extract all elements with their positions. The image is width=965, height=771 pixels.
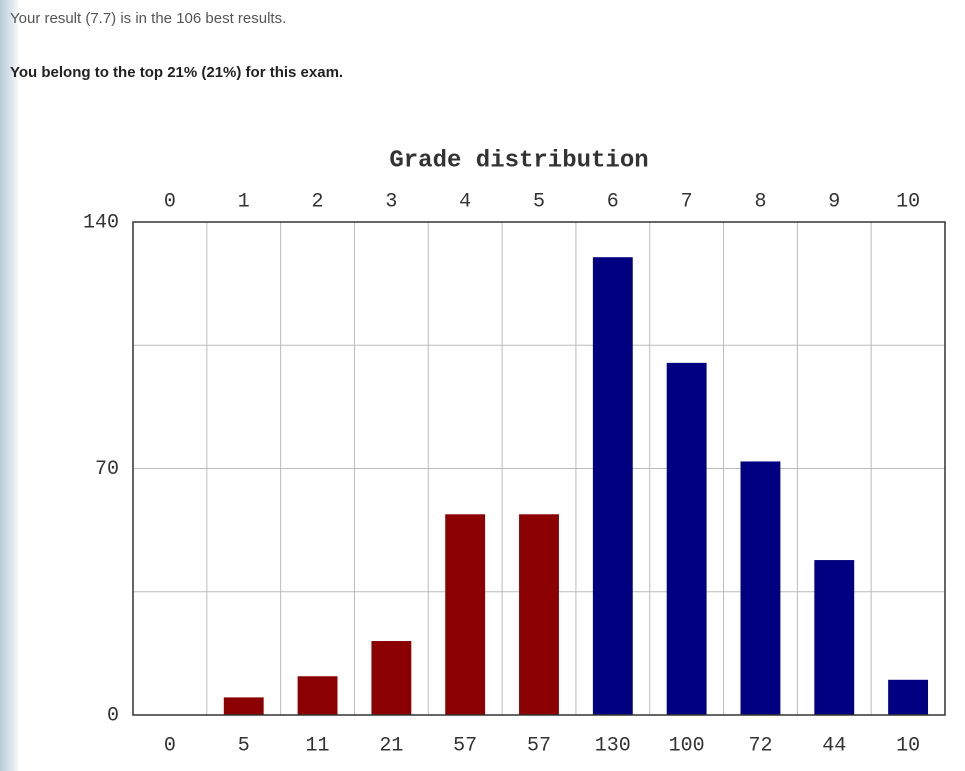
x-tick-label: 0 [164,190,176,213]
value-label: 10 [896,734,920,757]
bar [888,680,928,715]
bar [224,697,264,715]
value-label: 11 [306,734,330,757]
x-tick-label: 4 [459,190,471,213]
value-label: 72 [748,734,772,757]
x-tick-label: 2 [312,190,324,213]
bar [519,514,559,715]
y-tick-label: 0 [107,704,119,727]
page: Your result (7.7) is in the 106 best res… [0,0,965,771]
bar [445,514,485,715]
value-label: 44 [822,734,846,757]
y-tick-label: 70 [95,458,119,481]
x-tick-label: 5 [533,190,545,213]
x-tick-label: 9 [828,190,840,213]
value-label: 57 [527,734,551,757]
x-tick-label: 6 [607,190,619,213]
x-tick-label: 3 [385,190,397,213]
x-tick-label: 7 [681,190,693,213]
x-tick-label: 1 [238,190,250,213]
value-label: 21 [379,734,403,757]
bar [593,257,633,715]
chart: Grade distribution 0 70 140 0 0 1 5 2 11 3 21 4 57 5 5… [0,0,965,771]
value-label: 130 [595,734,631,757]
bar [298,676,338,715]
value-label: 57 [453,734,477,757]
y-tick-label: 140 [83,211,119,234]
value-label: 0 [164,734,176,757]
x-tick-label: 8 [754,190,766,213]
chart-title: Grade distribution [389,147,648,174]
bar [741,461,781,715]
bar [667,363,707,715]
value-label: 100 [669,734,705,757]
bar [371,641,411,715]
value-label: 5 [238,734,250,757]
bar [814,560,854,715]
x-tick-label: 10 [896,190,920,213]
